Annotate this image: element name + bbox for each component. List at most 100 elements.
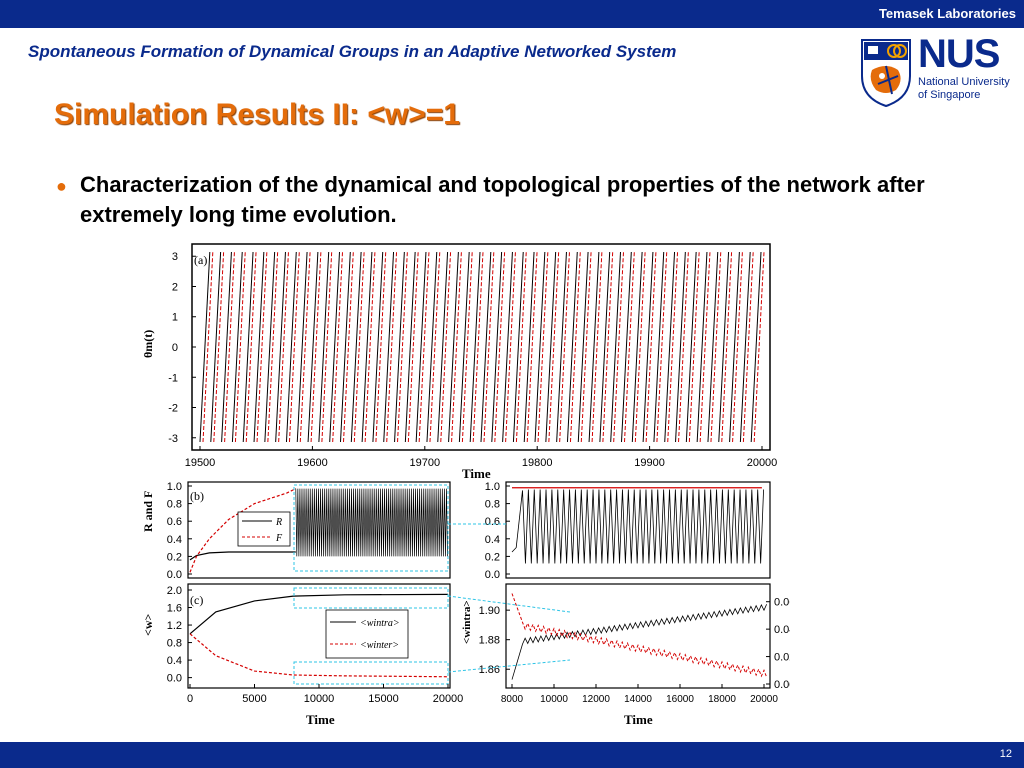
panel-b: (b) R F 1.0 0.8 0.6 0.4 0.2 0.0 R and F [141,481,451,581]
panel-c-series [189,593,449,678]
simulation-figure: (a) 3 2 1 0 -1 -2 -3 19500 19600 19700 19800 19900… [130,240,817,736]
theta-black-segment [285,251,297,443]
panel-b-inset-series [511,487,764,564]
panel-c-inset: 1.90 1.88 1.86 0.06 0.04 0.02 0.00 8000 10000 1… [461,583,817,727]
panel-c-ylabel: <w> [141,613,155,636]
theta-black-segment [221,251,232,443]
theta-black-segment [588,251,600,443]
panel-a-ytick-label: 0 [172,342,178,354]
theta-red-segment [256,251,268,443]
panel-a-ytick-label: -1 [168,372,178,384]
panel-b-ytick-label: 1.0 [167,481,182,493]
panel-c-legend: <wintra> <winter> [325,609,409,659]
panel-c-xtick-label: 15000 [368,693,399,705]
theta-red-segment [386,251,398,443]
theta-red-segment [429,251,441,443]
panel-a-ytick-label: 2 [172,281,178,293]
panel-b-ytick-label: 0.2 [167,551,182,563]
panel-c-inset-ytick-right-label: 0.00 [774,679,790,691]
theta-black-segment [739,251,751,443]
panel-b-inset-ytick-label: 0.8 [485,499,500,511]
panel-c-xlabel: Time [306,712,335,727]
panel-a-ytick-label: 1 [172,312,178,324]
panel-c-inset-xtick-label: 16000 [666,694,694,705]
theta-red-segment [483,251,495,443]
logo-caption: National University of Singapore [918,76,1010,102]
theta-red-segment [548,251,560,443]
panel-c-inset-xtick-label: 20000 [750,694,778,705]
panel-c-inset-xtick-label: 8000 [501,694,524,705]
theta-black-segment [523,251,535,443]
panel-c-inset-xtick-label: 18000 [708,694,736,705]
series-F-line [189,488,297,573]
theta-red-segment [645,251,657,443]
theta-black-segment [242,251,254,443]
theta-black-segment [264,251,276,443]
panel-a-xtick-label: 19900 [634,457,665,469]
panel-a-series [199,251,765,443]
legend-F-label: F [275,533,283,544]
panel-c-yticks: 2.0 1.6 1.2 0.8 0.4 0.0 [167,585,192,685]
theta-red-segment [753,251,765,443]
theta-black-segment [556,251,567,443]
bullet-text: Characterization of the dynamical and to… [80,172,925,227]
theta-red-segment [710,251,722,443]
theta-red-segment [407,251,419,443]
theta-black-segment [750,251,762,443]
theta-red-segment [321,251,333,443]
theta-red-segment [678,251,689,443]
theta-black-segment [437,251,449,443]
theta-black-segment [653,251,665,443]
panel-c-inset-yticks-left: 1.90 1.88 1.86 [479,605,510,676]
panel-b-ytick-label: 0.6 [167,516,182,528]
theta-black-segment [469,251,481,443]
theta-red-segment [624,251,635,443]
panel-a-ylabel: θm(t) [141,330,155,358]
panel-c-inset-ytick-left-label: 1.90 [479,605,500,617]
zoom-connector-c-top [447,595,571,613]
theta-black-segment [296,251,308,443]
panel-c-inset-ytick-left-label: 1.88 [479,635,500,647]
theta-black-segment [210,251,222,443]
theta-red-segment [332,251,343,443]
panel-b-inset-ytick-label: 1.0 [485,481,500,493]
bottom-banner: 12 [0,742,1024,768]
panel-a-xtick-label: 20000 [747,457,778,469]
panel-c-inset-ytick-right-label: 0.02 [774,652,790,664]
panel-a-xtick-label: 19800 [522,457,553,469]
theta-black-segment [448,251,459,443]
panel-c-xtick-label: 0 [187,693,193,705]
panel-c-zoom-box-bottom [293,661,449,685]
presentation-subtitle: Spontaneous Formation of Dynamical Group… [28,42,677,61]
figure-svg: (a) 3 2 1 0 -1 -2 -3 19500 19600 19700 19800 19900… [141,243,817,727]
theta-red-segment [732,251,743,443]
theta-red-segment [602,251,614,443]
theta-black-segment [664,251,676,443]
theta-black-segment [383,251,395,443]
panel-c-ytick-label: 0.8 [167,638,182,650]
panel-c-inset-xtick-label: 12000 [582,694,610,705]
panel-a-frame [191,243,771,451]
theta-black-segment [707,251,719,443]
theta-black-segment [512,251,524,443]
theta-red-segment [526,251,538,443]
theta-red-segment [224,251,235,443]
theta-red-segment [418,251,430,443]
theta-black-segment [426,251,438,443]
panel-c-xtick-label: 5000 [242,693,266,705]
panel-a-yticks: 3 2 1 0 -1 -2 -3 [168,251,196,445]
panel-c-inset-xticks: 8000 10000 12000 14000 16000 18000 20000 [501,684,778,705]
theta-black-segment [350,251,362,443]
logo-caption-line2: of Singapore [918,89,981,101]
org-name: Temasek Laboratories [878,6,1016,21]
theta-black-segment [307,251,319,443]
series-wintra-line [189,593,449,635]
legend-R-label: R [275,517,282,528]
theta-black-segment [480,251,492,443]
theta-black-segment [340,251,351,443]
theta-red-segment [245,251,257,443]
theta-black-segment [621,251,632,443]
theta-red-segment [569,251,581,443]
panel-a-xtick-label: 19600 [297,457,328,469]
theta-red-segment [505,251,516,443]
